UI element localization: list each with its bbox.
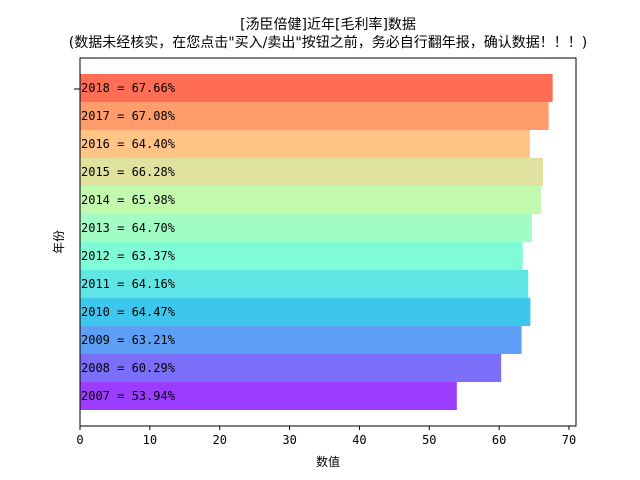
bar-2014 bbox=[80, 186, 541, 214]
x-tick-label: 30 bbox=[282, 433, 296, 447]
bar-label-2015: 2015 = 66.28% bbox=[81, 165, 176, 179]
chart-subtitle: (数据未经核实，在您点击"买入/卖出"按钮之前，务必自行翻年报，确认数据！！！) bbox=[69, 34, 588, 51]
bar-label-2009: 2009 = 63.21% bbox=[81, 333, 176, 347]
bar-2018 bbox=[80, 74, 553, 102]
bar-2013 bbox=[80, 214, 532, 242]
bar-2017 bbox=[80, 102, 549, 130]
bar-2009 bbox=[80, 326, 522, 354]
bar-labels-group: 2007 = 53.94% 2008 = 60.29% 2009 = 63.21% 2… bbox=[81, 81, 176, 403]
bar-label-2010: 2010 = 64.47% bbox=[81, 305, 176, 319]
bar-label-2008: 2008 = 60.29% bbox=[81, 361, 176, 375]
x-tick-label: 50 bbox=[422, 433, 436, 447]
x-ticks-group: 0 10 20 30 40 50 60 70 bbox=[76, 426, 576, 447]
bar-label-2011: 2011 = 64.16% bbox=[81, 277, 176, 291]
x-tick-label: 0 bbox=[76, 433, 83, 447]
bar-2015 bbox=[80, 158, 544, 186]
bar-label-2013: 2013 = 64.70% bbox=[81, 221, 176, 235]
bar-label-2007: 2007 = 53.94% bbox=[81, 389, 176, 403]
x-tick-label: 20 bbox=[212, 433, 226, 447]
bar-2010 bbox=[80, 298, 531, 326]
x-tick-label: 70 bbox=[562, 433, 576, 447]
x-tick-label: 60 bbox=[492, 433, 506, 447]
bar-label-2014: 2014 = 65.98% bbox=[81, 193, 176, 207]
plot-frame bbox=[79, 57, 577, 427]
bar-2012 bbox=[80, 242, 523, 270]
bar-label-2012: 2012 = 63.37% bbox=[81, 249, 176, 263]
bar-2007 bbox=[80, 382, 457, 410]
x-axis-label: 数值 bbox=[316, 454, 340, 469]
x-tick-label: 10 bbox=[143, 433, 157, 447]
bar-2011 bbox=[80, 270, 529, 298]
bar-label-2016: 2016 = 64.40% bbox=[81, 137, 176, 151]
bar-label-2018: 2018 = 67.66% bbox=[81, 81, 176, 95]
y-axis-label: 年份 bbox=[52, 230, 66, 254]
x-tick-label: 40 bbox=[352, 433, 366, 447]
chart-title: [汤臣倍健]近年[毛利率]数据 bbox=[240, 16, 416, 33]
bar-2008 bbox=[80, 354, 502, 382]
bar-label-2017: 2017 = 67.08% bbox=[81, 109, 176, 123]
bar-2016 bbox=[80, 130, 530, 158]
bars-group bbox=[80, 74, 553, 410]
